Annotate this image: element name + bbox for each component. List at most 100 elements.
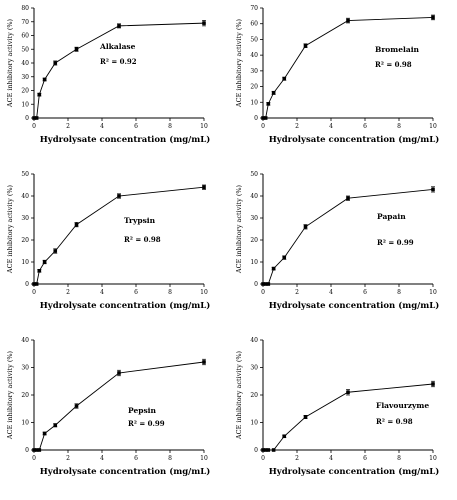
data-point: [37, 269, 42, 273]
data-point: [282, 255, 287, 260]
data-point: [34, 448, 39, 452]
x-tick-label: 6: [134, 123, 138, 130]
data-point: [431, 187, 435, 192]
x-tick-label: 6: [134, 289, 138, 296]
y-tick-label: 50: [250, 171, 258, 178]
y-tick-label: 0: [25, 115, 29, 122]
x-tick-label: 2: [66, 123, 70, 130]
data-point: [282, 76, 287, 81]
x-axis-label: Hydrolysate concentration (mg/mL): [269, 134, 440, 145]
enzyme-label: Alkalase: [99, 42, 136, 51]
data-point: [32, 116, 36, 120]
data-point: [117, 24, 121, 28]
r-squared-label: R² = 0.98: [375, 60, 412, 69]
y-tick-label: 20: [21, 237, 29, 244]
x-tick-label: 6: [363, 455, 367, 462]
series-line: [34, 186, 205, 285]
y-axis-label: ACE inhibitory activity (%): [235, 18, 243, 108]
data-point: [53, 61, 58, 65]
y-tick-label: 10: [250, 420, 258, 427]
data-point: [282, 434, 287, 439]
y-tick-label: 50: [21, 171, 29, 178]
data-point: [271, 91, 276, 95]
data-point: [34, 282, 39, 286]
data-point: [303, 225, 308, 229]
x-tick-label: 8: [397, 123, 401, 130]
x-tick-label: 10: [200, 123, 208, 130]
y-tick-label: 20: [250, 84, 258, 91]
chart-panel-alkalase: 0 10 20 30 40 50 60 70 80 0 2 4 6 8 10 Hydrolysate conc…: [0, 0, 228, 166]
data-point: [74, 47, 79, 52]
x-tick-label: 6: [363, 123, 367, 130]
data-point: [263, 282, 268, 286]
x-tick-label: 0: [261, 123, 265, 130]
x-tick-label: 10: [200, 455, 208, 462]
data-point: [266, 282, 271, 286]
x-tick-label: 2: [66, 455, 70, 462]
x-tick-label: 0: [261, 289, 265, 296]
data-point: [261, 282, 265, 286]
enzyme-label: Trypsin: [124, 216, 156, 225]
y-tick-label: 30: [250, 215, 258, 222]
x-tick-label: 0: [261, 455, 265, 462]
x-tick-label: 6: [363, 289, 367, 296]
data-point: [266, 102, 271, 106]
data-point: [34, 116, 39, 120]
x-tick-label: 4: [100, 123, 104, 130]
y-tick-label: 80: [21, 5, 29, 12]
y-tick-label: 0: [25, 447, 29, 454]
r-squared-label: R² = 0.98: [376, 417, 413, 426]
data-point: [263, 448, 268, 452]
chart-svg-pepsin: 0 10 20 30 40 0 2 4 6 8 10 Hydrolysate concentratio…: [6, 337, 210, 477]
x-axis-label: Hydrolysate concentration (mg/mL): [269, 300, 440, 311]
data-point: [32, 282, 36, 286]
chart-svg-bromelain: 0 10 20 30 40 50 60 70 0 2 4 6 8 10 Hydrolysate concen…: [235, 5, 440, 145]
data-point: [202, 21, 206, 25]
y-tick-label: 60: [21, 33, 29, 40]
data-point: [37, 92, 42, 97]
y-tick-label: 0: [254, 281, 258, 288]
y-tick-label: 10: [21, 420, 29, 427]
x-tick-label: 0: [32, 123, 36, 130]
x-tick-label: 0: [32, 289, 36, 296]
y-tick-label: 70: [21, 19, 29, 26]
y-tick-label: 20: [21, 88, 29, 95]
y-tick-label: 40: [21, 337, 29, 344]
x-tick-label: 10: [429, 123, 437, 130]
y-tick-label: 20: [250, 237, 258, 244]
x-tick-label: 8: [397, 455, 401, 462]
data-point: [42, 260, 47, 264]
y-tick-label: 30: [21, 365, 29, 372]
x-tick-label: 2: [295, 289, 299, 296]
data-point: [202, 360, 206, 364]
data-point: [261, 448, 265, 452]
data-point: [53, 249, 58, 253]
y-tick-label: 20: [21, 392, 29, 399]
y-tick-label: 50: [21, 46, 29, 53]
y-axis-label: ACE inhibitory activity (%): [6, 18, 14, 108]
y-axis-label: ACE inhibitory activity (%): [6, 350, 14, 440]
series-line: [34, 22, 205, 119]
enzyme-label: Papain: [377, 212, 406, 221]
y-tick-label: 30: [21, 74, 29, 81]
y-tick-label: 40: [250, 337, 258, 344]
y-tick-label: 60: [250, 21, 258, 28]
x-axis-label: Hydrolysate concentration (mg/mL): [269, 466, 440, 477]
y-tick-label: 10: [21, 101, 29, 108]
chart-svg-alkalase: 0 10 20 30 40 50 60 70 80 0 2 4 6 8 10 Hydrolysate conc…: [6, 5, 211, 145]
x-tick-label: 10: [429, 455, 437, 462]
data-point: [117, 371, 121, 375]
r-squared-label: R² = 0.99: [377, 238, 414, 247]
enzyme-label: Bromelain: [375, 45, 420, 54]
data-point: [431, 15, 435, 20]
y-tick-label: 10: [250, 259, 258, 266]
x-tick-label: 0: [32, 455, 36, 462]
y-tick-label: 40: [250, 52, 258, 59]
y-tick-label: 40: [21, 193, 29, 200]
x-axis-label: Hydrolysate concentration (mg/mL): [40, 134, 211, 145]
data-point: [37, 448, 42, 452]
data-point: [303, 415, 308, 419]
r-squared-label: R² = 0.92: [100, 57, 137, 66]
data-point: [53, 423, 58, 428]
data-point: [346, 196, 350, 200]
